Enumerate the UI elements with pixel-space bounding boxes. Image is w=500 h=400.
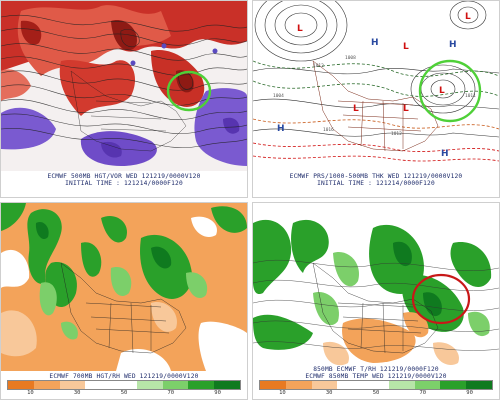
caption-title: ECMWF 500MB HGT/VOR WED 121219/0000V120 xyxy=(47,173,201,180)
svg-text:1012: 1012 xyxy=(391,131,402,137)
highlight-circle xyxy=(418,59,482,123)
svg-text:1016: 1016 xyxy=(323,127,334,133)
svg-text:L: L xyxy=(403,42,409,52)
panel-850mb-temp-rh: 850MB ECMWF T/RH 121219/0000F120 ECMWF 8… xyxy=(252,202,500,400)
caption-initial-time: INITIAL TIME : 121214/0000F120 xyxy=(317,180,435,187)
vorticity-map xyxy=(1,1,247,171)
highlight-circle xyxy=(411,273,471,325)
svg-text:H: H xyxy=(449,40,457,50)
relative-humidity-map xyxy=(1,203,247,371)
low-pressure-marker: L xyxy=(297,24,303,34)
svg-text:L: L xyxy=(353,104,359,114)
svg-text:1012: 1012 xyxy=(313,63,324,69)
pressure-map: L L L L L L H H H H 1012 1008 1004 1016 … xyxy=(253,1,499,171)
color-scale-ticks: 10 30 50 70 90 xyxy=(27,390,221,396)
svg-text:H: H xyxy=(277,124,285,134)
svg-text:1011: 1011 xyxy=(465,93,476,99)
high-pressure-marker: H xyxy=(371,38,379,48)
svg-text:H: H xyxy=(441,149,449,159)
svg-text:L: L xyxy=(465,12,471,22)
svg-text:L: L xyxy=(403,104,409,114)
svg-text:L: L xyxy=(439,86,445,96)
caption-initial-time: 850MB ECMWF T/RH 121219/0000F120 xyxy=(313,366,439,373)
color-scale-bar xyxy=(259,380,493,390)
color-scale-bar xyxy=(7,380,241,390)
panel-700mb-height-rh: ECMWF 700MB HGT/RH WED 121219/0000V120 1… xyxy=(0,202,248,400)
color-scale-ticks: 10 30 50 70 90 xyxy=(279,390,473,396)
svg-text:1008: 1008 xyxy=(345,55,356,61)
svg-text:1004: 1004 xyxy=(273,93,284,99)
caption-initial-time: INITIAL TIME : 121214/0000F120 xyxy=(65,180,183,187)
panel-500mb-height-vorticity: ECMWF 500MB HGT/VOR WED 121219/0000V120 … xyxy=(0,0,248,198)
caption-title: ECMWF 850MB TEMP WED 121219/0000V120 xyxy=(305,373,447,380)
caption-title: ECMWF 700MB HGT/RH WED 121219/0000V120 xyxy=(49,373,199,380)
caption-title: ECMWF PRS/1000-500MB THK WED 121219/0000… xyxy=(289,173,463,180)
panel-pressure-thickness: L L L L L L H H H H 1012 1008 1004 1016 … xyxy=(252,0,500,198)
temperature-rh-map xyxy=(253,203,499,369)
highlight-circle xyxy=(166,70,212,112)
